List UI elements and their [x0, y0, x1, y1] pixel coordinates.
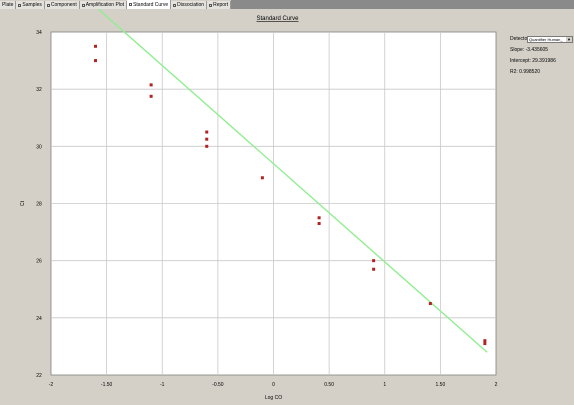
x-tick-label: -2	[49, 382, 54, 388]
tab-icon	[129, 3, 133, 6]
regression-line	[97, 9, 488, 353]
tab-label: Dissociation	[177, 2, 205, 8]
data-point	[205, 144, 209, 148]
data-point	[372, 259, 376, 263]
data-point	[205, 137, 209, 141]
tab-label: Report	[213, 2, 229, 8]
tab-dissociation[interactable]: Dissociation	[171, 1, 208, 9]
intercept-value: Intercept: 29.391986	[510, 58, 556, 64]
tab-report[interactable]: Report	[207, 1, 232, 9]
standard-curve-chart: -2 -1.50 -1 -0.50 0 0.50 1 1.50 2 34 32 30 28 26 24 22 S…	[20, 9, 498, 401]
x-tick-label: 0	[272, 382, 275, 388]
slope-value: Slope: -3.435605	[510, 47, 549, 53]
tab-label: Amplification Plot	[85, 2, 125, 8]
tab-bar: Plate Samples Component Amplification Plot S…	[0, 0, 574, 9]
x-tick-label: 1.50	[436, 382, 446, 388]
slope-row: Slope: -3.435605	[510, 46, 574, 54]
tab-label: Component	[50, 2, 77, 8]
tab-samples[interactable]: Samples	[16, 1, 45, 9]
data-point	[428, 302, 432, 306]
intercept-row: Intercept: 29.391986	[510, 57, 574, 65]
y-tick-label: 30	[36, 144, 42, 150]
tab-component[interactable]: Component	[44, 1, 80, 9]
data-point	[317, 216, 321, 220]
tab-amplification-plot[interactable]: Amplification Plot	[79, 1, 128, 9]
x-tick-label: -1.50	[101, 382, 113, 388]
y-tick-label: 22	[36, 373, 42, 379]
x-axis-label: Log CO	[265, 395, 282, 401]
tab-bar-filler	[231, 0, 574, 9]
r2-row: R2: 0.998520	[510, 68, 574, 76]
data-point	[483, 342, 487, 346]
x-tick-label: -0.50	[212, 382, 224, 388]
tab-icon	[46, 3, 50, 7]
detector-row: Detector: Quantifier Human_ ▼	[510, 35, 574, 43]
chart-title: Standard Curve	[256, 16, 299, 22]
y-axis-label: Ct	[20, 200, 26, 206]
x-tick-label: 2	[495, 382, 498, 388]
data-point	[149, 83, 153, 87]
tab-plate[interactable]: Plate	[0, 1, 17, 9]
y-tick-label: 26	[36, 259, 42, 265]
tab-icon	[81, 3, 85, 7]
tab-label: Plate	[2, 2, 14, 8]
tab-standard-curve[interactable]: Standard Curve	[127, 0, 172, 9]
data-point	[317, 222, 321, 226]
tab-label: Samples	[22, 2, 42, 8]
data-point	[94, 44, 97, 48]
y-tick-label: 32	[36, 87, 42, 93]
detector-select[interactable]: Quantifier Human_ ▼	[527, 35, 573, 43]
curve-statistics-panel: Detector: Quantifier Human_ ▼ Slope: -3.…	[510, 35, 574, 79]
y-tick-label: 28	[36, 202, 42, 208]
data-point	[372, 267, 376, 271]
x-tick-label: 0.50	[324, 382, 334, 388]
data-point	[205, 130, 209, 134]
tab-icon	[209, 3, 213, 7]
x-tick-label: -1	[160, 382, 165, 388]
chevron-down-icon[interactable]: ▼	[566, 36, 572, 42]
y-tick-label: 34	[36, 30, 42, 36]
x-tick-label: 1	[383, 382, 386, 388]
tab-icon	[173, 3, 177, 7]
r2-value: R2: 0.998520	[510, 69, 541, 75]
detector-value: Quantifier Human_	[529, 36, 563, 42]
detector-label: Detector:	[510, 36, 531, 42]
data-point	[483, 339, 487, 343]
data-point	[260, 176, 264, 180]
data-point	[149, 94, 153, 98]
standard-curve-panel: -2 -1.50 -1 -0.50 0 0.50 1 1.50 2 34 32 30 28 26 24 22 S…	[0, 9, 574, 405]
y-tick-label: 24	[36, 316, 42, 322]
data-point	[94, 59, 97, 63]
tab-icon	[18, 3, 22, 7]
tab-label: Standard Curve	[133, 1, 169, 8]
